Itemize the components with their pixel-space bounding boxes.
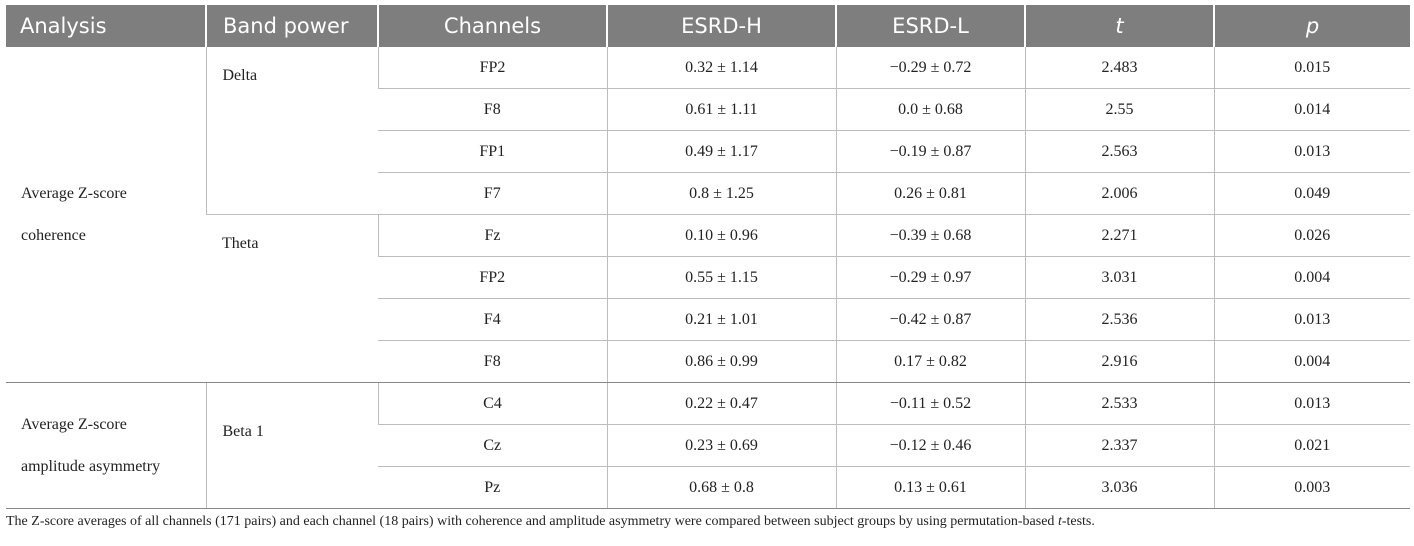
channel-cell: F4 (378, 298, 607, 341)
header-esrd-h: ESRD-H (606, 5, 836, 47)
p-cell: 0.049 (1213, 172, 1410, 215)
p-cell: 0.004 (1213, 256, 1410, 299)
table-row: FP2 0.55 ± 1.15 −0.29 ± 0.97 3.031 0.004 (6, 256, 1410, 299)
band-cell-theta: Theta (206, 214, 378, 383)
esrd-h-cell: 0.8 ± 1.25 (606, 172, 836, 215)
esrd-h-cell: 0.61 ± 1.11 (606, 88, 836, 131)
t-cell: 2.271 (1024, 214, 1214, 257)
channel-cell: F8 (378, 88, 607, 131)
t-cell: 2.006 (1024, 172, 1214, 215)
t-cell: 2.483 (1024, 47, 1214, 89)
header-p: p (1213, 5, 1410, 47)
channel-cell: FP2 (377, 47, 607, 89)
esrd-h-cell: 0.49 ± 1.17 (606, 130, 836, 173)
t-cell: 2.536 (1024, 298, 1214, 341)
analysis-label-line2: coherence (21, 226, 86, 244)
header-channels: Channels (377, 5, 607, 47)
channel-cell: F7 (378, 172, 607, 215)
header-esrd-l: ESRD-L (835, 5, 1025, 47)
footnote-suffix: -tests. (1061, 514, 1095, 529)
results-table-container: Analysis Band power Channels ESRD-H ESRD… (6, 5, 1410, 530)
table-footnote: The Z-score averages of all channels (17… (6, 514, 1410, 530)
analysis-cell-coherence: Average Z-score coherence (6, 47, 206, 383)
t-cell: 3.036 (1024, 466, 1214, 509)
esrd-l-cell: −0.12 ± 0.46 (835, 424, 1025, 467)
p-cell: 0.004 (1213, 340, 1410, 383)
esrd-l-cell: 0.26 ± 0.81 (835, 172, 1025, 215)
channel-cell: FP1 (378, 130, 607, 173)
table-header: Analysis Band power Channels ESRD-H ESRD… (6, 5, 1410, 47)
header-band-power: Band power (205, 5, 378, 47)
esrd-h-cell: 0.86 ± 0.99 (606, 340, 836, 383)
t-cell: 2.916 (1024, 340, 1214, 383)
p-cell: 0.013 (1213, 382, 1410, 425)
esrd-l-cell: 0.17 ± 0.82 (835, 340, 1025, 383)
table-row: F8 0.61 ± 1.11 0.0 ± 0.68 2.55 0.014 (6, 88, 1410, 131)
p-cell: 0.013 (1213, 130, 1410, 173)
esrd-l-cell: −0.42 ± 0.87 (835, 298, 1025, 341)
esrd-l-cell: 0.0 ± 0.68 (835, 88, 1025, 131)
esrd-h-cell: 0.22 ± 0.47 (606, 382, 836, 425)
table-row: Average Z-score coherence Delta FP2 0.32… (6, 47, 1410, 383)
channel-cell: Fz (377, 214, 607, 257)
p-cell: 0.013 (1213, 298, 1410, 341)
esrd-h-cell: 0.21 ± 1.01 (606, 298, 836, 341)
table-row: F7 0.8 ± 1.25 0.26 ± 0.81 2.006 0.049 (6, 172, 1410, 215)
t-cell: 2.337 (1024, 424, 1214, 467)
channel-cell: Pz (378, 466, 607, 509)
p-cell: 0.003 (1213, 466, 1410, 509)
t-cell: 2.563 (1024, 130, 1214, 173)
channel-cell: C4 (377, 382, 607, 425)
table-row: FP1 0.49 ± 1.17 −0.19 ± 0.87 2.563 0.013 (6, 130, 1410, 173)
table-row: Theta Fz 0.10 ± 0.96 −0.39 ± 0.68 2.271 … (6, 214, 1410, 383)
analysis-cell-asymmetry: Average Z-score amplitude asymmetry (6, 382, 206, 509)
table-row: F8 0.86 ± 0.99 0.17 ± 0.82 2.916 0.004 (6, 340, 1410, 383)
esrd-l-cell: −0.39 ± 0.68 (835, 214, 1025, 257)
p-cell: 0.015 (1213, 47, 1410, 89)
footnote-italic-t: t (1057, 514, 1062, 529)
esrd-l-cell: −0.19 ± 0.87 (835, 130, 1025, 173)
channel-cell: FP2 (378, 256, 607, 299)
footnote-text: The Z-score averages of all channels (17… (6, 514, 1058, 529)
p-cell: 0.021 (1213, 424, 1410, 467)
t-cell: 3.031 (1024, 256, 1214, 299)
t-cell: 2.533 (1024, 382, 1214, 425)
esrd-l-cell: −0.29 ± 0.72 (835, 47, 1025, 89)
analysis-label-line2: amplitude asymmetry (21, 457, 161, 475)
band-cell-beta1: Beta 1 (205, 382, 378, 509)
table-row: Cz 0.23 ± 0.69 −0.12 ± 0.46 2.337 0.021 (6, 424, 1410, 467)
header-row: Analysis Band power Channels ESRD-H ESRD… (6, 5, 1410, 47)
analysis-label-line1: Average Z-score (21, 184, 127, 202)
esrd-l-cell: 0.13 ± 0.61 (835, 466, 1025, 509)
esrd-h-cell: 0.10 ± 0.96 (606, 214, 836, 257)
esrd-l-cell: −0.11 ± 0.52 (835, 382, 1025, 425)
results-table: Analysis Band power Channels ESRD-H ESRD… (6, 5, 1410, 509)
p-cell: 0.014 (1213, 88, 1410, 131)
esrd-h-cell: 0.55 ± 1.15 (606, 256, 836, 299)
esrd-h-cell: 0.23 ± 0.69 (606, 424, 836, 467)
table-row: F4 0.21 ± 1.01 −0.42 ± 0.87 2.536 0.013 (6, 298, 1410, 341)
header-analysis: Analysis (6, 5, 206, 47)
t-cell: 2.55 (1024, 88, 1214, 131)
channel-cell: Cz (378, 424, 607, 467)
esrd-l-cell: −0.29 ± 0.97 (835, 256, 1025, 299)
table-row: Pz 0.68 ± 0.8 0.13 ± 0.61 3.036 0.003 (6, 466, 1410, 509)
band-cell-delta: Delta (205, 47, 378, 215)
p-cell: 0.026 (1213, 214, 1410, 257)
table-row: Average Z-score amplitude asymmetry Beta… (6, 382, 1410, 509)
table-body: Average Z-score coherence Delta FP2 0.32… (6, 47, 1410, 509)
header-t: t (1024, 5, 1214, 47)
analysis-label-line1: Average Z-score (21, 415, 127, 433)
esrd-h-cell: 0.32 ± 1.14 (606, 47, 836, 89)
esrd-h-cell: 0.68 ± 0.8 (606, 466, 836, 509)
channel-cell: F8 (378, 340, 607, 383)
